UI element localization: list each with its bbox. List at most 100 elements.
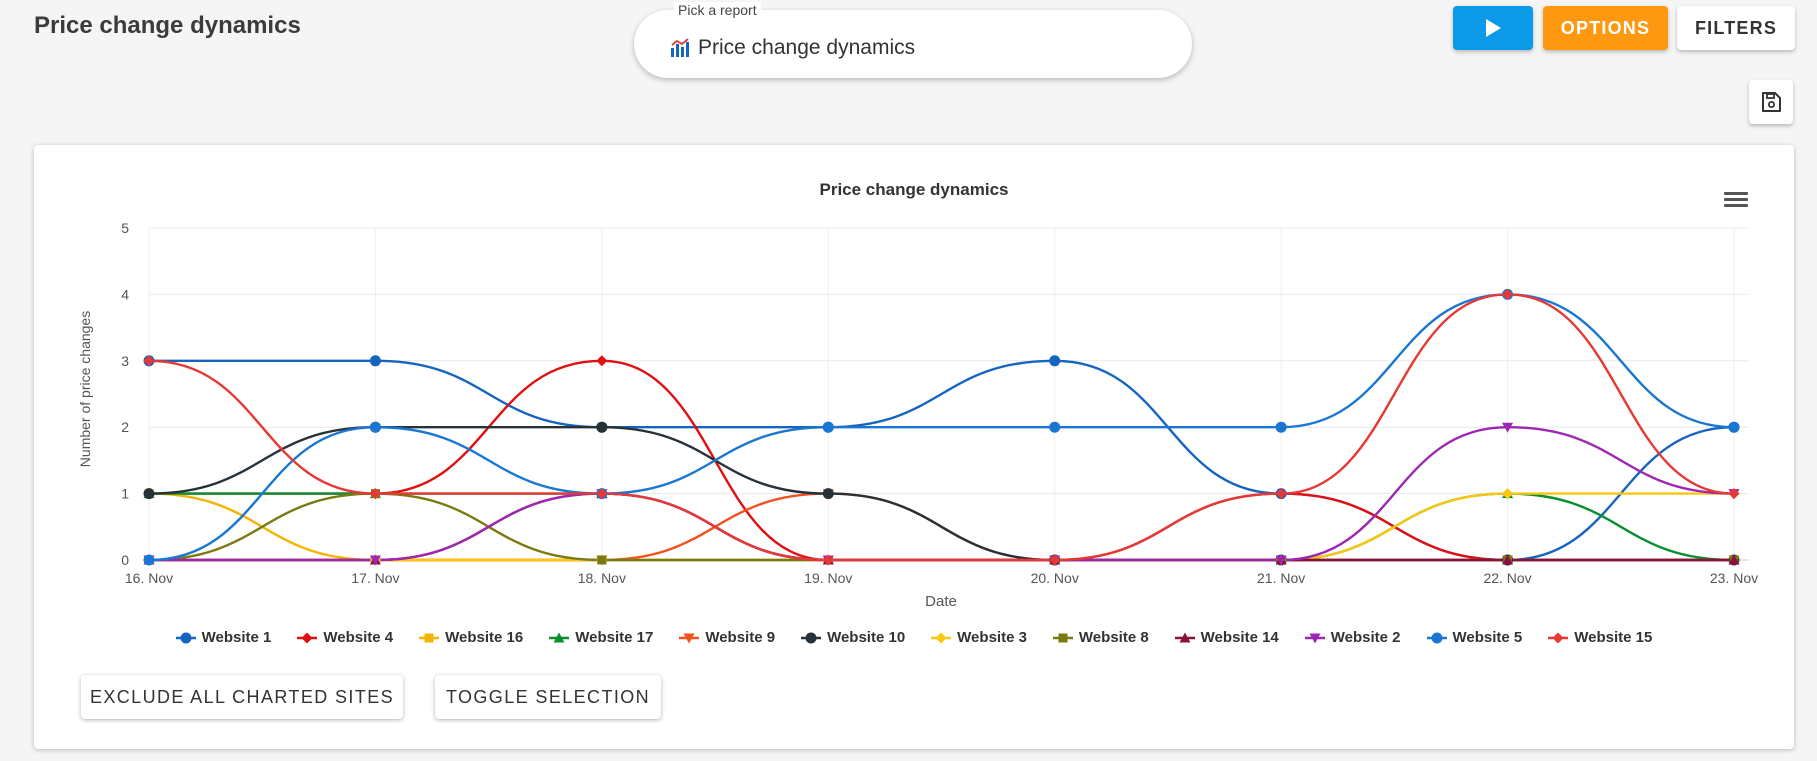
x-tick-label: 16. Nov: [125, 570, 173, 586]
data-point[interactable]: [1049, 355, 1061, 367]
data-point[interactable]: [143, 355, 155, 367]
legend-label: Website 4: [323, 629, 394, 646]
series-line-website-1[interactable]: [149, 359, 1735, 562]
y-tick-label: 0: [121, 552, 129, 568]
legend-label: Website 2: [1330, 629, 1401, 646]
legend-symbol: [801, 632, 822, 643]
data-point[interactable]: [369, 421, 381, 433]
data-point[interactable]: [1275, 421, 1287, 433]
legend-marker[interactable]: [1309, 633, 1321, 643]
legend-marker[interactable]: [935, 632, 947, 643]
chart-title: Price change dynamics: [820, 180, 1009, 199]
data-point[interactable]: [1275, 488, 1287, 500]
legend-label: Website 9: [705, 629, 776, 646]
x-axis-label: Date: [925, 593, 957, 610]
x-tick-label: 22. Nov: [1483, 570, 1531, 586]
data-point[interactable]: [596, 355, 608, 367]
report-picker-value: Price change dynamics: [698, 36, 916, 59]
legend-symbol: [931, 632, 952, 643]
report-picker-value-wrap[interactable]: Price change dynamics: [670, 36, 915, 60]
data-point[interactable]: [1502, 422, 1514, 433]
data-point[interactable]: [822, 421, 834, 433]
legend-item[interactable]: Website 10: [801, 629, 905, 646]
legend-label: Website 17: [575, 629, 654, 646]
legend-marker[interactable]: [805, 632, 817, 643]
legend-symbol: [1426, 632, 1447, 643]
data-point[interactable]: [1049, 421, 1061, 433]
data-point[interactable]: [369, 355, 381, 367]
data-point[interactable]: [143, 488, 155, 500]
legend-label: Website 5: [1452, 629, 1523, 646]
legend-label: Website 1: [201, 629, 272, 646]
run-button[interactable]: [1453, 6, 1533, 50]
legend-symbol: [679, 633, 700, 643]
data-point[interactable]: [1275, 555, 1287, 566]
chart-svg: Price change dynamics Date Number of pri…: [77, 180, 1758, 610]
data-point[interactable]: [369, 488, 381, 500]
x-tick-label: 21. Nov: [1257, 570, 1305, 586]
legend-item[interactable]: Website 5: [1426, 629, 1523, 646]
legend-symbol: [1174, 632, 1195, 642]
exclude-all-charted-sites-button[interactable]: EXCLUDE ALL CHARTED SITES: [81, 675, 403, 719]
legend-marker[interactable]: [180, 632, 192, 643]
data-point[interactable]: [596, 488, 608, 500]
chart-card: Price change dynamics Date Number of pri…: [34, 145, 1794, 749]
data-point[interactable]: [1049, 554, 1061, 566]
legend-marker[interactable]: [301, 632, 313, 643]
toggle-selection-button[interactable]: TOGGLE SELECTION: [435, 675, 661, 719]
chart-legend: Website 1 Website 4 Website 16 Website 17 We…: [34, 629, 1794, 646]
data-point[interactable]: [822, 488, 834, 500]
legend-marker[interactable]: [1179, 632, 1191, 642]
bar-chart-icon: [671, 38, 689, 57]
legend-label: Website 10: [827, 629, 906, 646]
y-tick-label: 1: [121, 486, 129, 502]
legend-item[interactable]: Website 2: [1304, 629, 1401, 646]
legend-label: Website 3: [957, 629, 1027, 646]
filters-button[interactable]: FILTERS: [1677, 6, 1795, 50]
legend-marker[interactable]: [1552, 632, 1564, 643]
x-tick-label: 19. Nov: [804, 570, 852, 586]
y-tick-label: 2: [121, 419, 129, 435]
legend-item[interactable]: Website 1: [175, 629, 272, 646]
legend-label: Website 16: [445, 629, 524, 646]
legend-marker[interactable]: [424, 633, 434, 642]
y-tick-label: 5: [121, 220, 129, 236]
legend-item[interactable]: Website 16: [419, 629, 523, 646]
legend-item[interactable]: Website 4: [297, 629, 393, 646]
legend-marker[interactable]: [553, 632, 565, 642]
chart-menu-icon[interactable]: [1724, 189, 1748, 211]
legend-item[interactable]: Website 9: [679, 629, 775, 646]
data-point[interactable]: [143, 554, 155, 566]
series-line-website-4[interactable]: [149, 359, 1734, 562]
legend-marker[interactable]: [683, 633, 695, 643]
y-axis-label: Number of price changes: [77, 311, 93, 467]
play-icon: [1486, 19, 1501, 37]
legend-symbol: [419, 633, 440, 642]
options-button[interactable]: OPTIONS: [1543, 6, 1668, 50]
legend-marker[interactable]: [1058, 633, 1068, 642]
data-point[interactable]: [1502, 554, 1514, 565]
legend-item[interactable]: Website 14: [1174, 629, 1279, 646]
legend-item[interactable]: Website 3: [931, 629, 1027, 646]
data-point[interactable]: [1502, 488, 1514, 500]
data-point[interactable]: [597, 555, 607, 565]
report-picker[interactable]: Pick a report Price change dynamics: [634, 2, 1192, 78]
legend-label: Website 15: [1574, 629, 1653, 646]
page-title: Price change dynamics: [34, 12, 301, 39]
data-point[interactable]: [1728, 421, 1740, 433]
data-point[interactable]: [369, 555, 381, 566]
data-point[interactable]: [1728, 554, 1740, 565]
x-tick-label: 23. Nov: [1710, 570, 1758, 586]
report-picker-label: Pick a report: [674, 2, 761, 18]
save-button[interactable]: [1749, 80, 1793, 124]
data-point[interactable]: [1502, 288, 1514, 300]
legend-symbol: [549, 632, 570, 642]
legend-marker[interactable]: [1431, 632, 1443, 643]
legend-item[interactable]: Website 17: [549, 629, 653, 646]
data-point[interactable]: [596, 421, 608, 433]
legend-item[interactable]: Website 8: [1052, 629, 1149, 646]
legend-item[interactable]: Website 15: [1548, 629, 1652, 646]
y-tick-label: 4: [121, 286, 129, 302]
data-point[interactable]: [822, 554, 834, 566]
data-point[interactable]: [1728, 488, 1740, 500]
